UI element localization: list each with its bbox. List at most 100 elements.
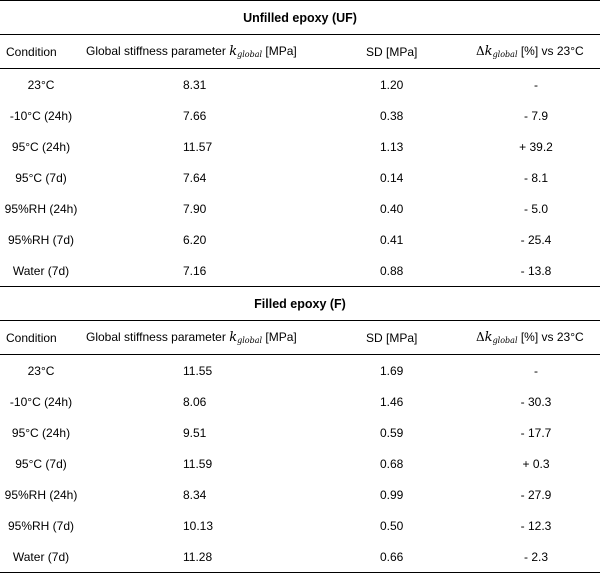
table-row: -10°C (24h) 7.66 0.38 - 7.9 [0, 100, 600, 131]
delta-cell: - 25.4 [520, 232, 552, 247]
f-header-delta-symbol: Δ [476, 330, 485, 344]
k-global-cell: 11.57 [183, 139, 213, 154]
f-header-stiffness: Global stiffness parameter kglobal [MPa] [82, 320, 362, 355]
uf-header-k-symbol: kglobal [229, 44, 263, 59]
f-header-stiffness-suffix: [MPa] [262, 330, 297, 344]
k-global-cell: 8.34 [183, 487, 207, 502]
k-global-cell: 10.13 [183, 518, 214, 533]
sd-cell: 1.46 [380, 394, 404, 409]
condition-cell: 95%RH (24h) [4, 487, 78, 502]
uf-header-delta-k: kglobal [484, 44, 518, 59]
f-header-row: Condition Global stiffness parameter kgl… [0, 320, 600, 355]
sd-cell: 1.20 [380, 77, 404, 92]
table-row: 95%RH (24h) 8.34 0.99 - 27.9 [0, 479, 600, 510]
k-global-cell: 7.90 [183, 201, 207, 216]
f-section: Filled epoxy (F) Condition Global stiffn… [0, 286, 600, 573]
k-global-cell: 6.20 [183, 232, 207, 247]
k-global-cell: 8.31 [183, 77, 207, 92]
table-row: 95%RH (24h) 7.90 0.40 - 5.0 [0, 193, 600, 224]
delta-cell: - 17.7 [520, 425, 552, 440]
condition-cell: -10°C (24h) [9, 108, 73, 123]
sd-cell: 0.38 [380, 108, 404, 123]
uf-header-delta-symbol: Δ [476, 44, 485, 58]
f-header-delta-k: kglobal [484, 330, 518, 345]
uf-section-title: Unfilled epoxy (UF) [0, 0, 600, 35]
k-global-cell: 8.06 [183, 394, 207, 409]
sd-cell: 0.59 [380, 425, 404, 440]
f-header-k-symbol: kglobal [229, 330, 263, 345]
uf-header-delta: Δkglobal [%] vs 23°C [472, 34, 600, 69]
f-section-title: Filled epoxy (F) [0, 286, 600, 321]
k-global-cell: 11.55 [183, 363, 213, 378]
k-global-cell: 7.64 [183, 170, 207, 185]
delta-cell: - 7.9 [524, 108, 549, 123]
table-row: Water (7d) 11.28 0.66 - 2.3 [0, 541, 600, 573]
uf-header-condition: Condition [0, 34, 82, 69]
delta-cell: - 12.3 [520, 518, 552, 533]
sd-cell: 1.69 [380, 363, 404, 378]
sd-cell: 0.41 [380, 232, 404, 247]
f-section-title-row: Filled epoxy (F) [0, 286, 600, 321]
delta-cell: - 27.9 [520, 487, 552, 502]
delta-cell: + 0.3 [522, 456, 550, 471]
sd-cell: 0.88 [380, 263, 404, 278]
table-row: -10°C (24h) 8.06 1.46 - 30.3 [0, 386, 600, 417]
condition-cell: 95%RH (7d) [7, 518, 75, 533]
condition-cell: 95°C (24h) [11, 139, 71, 154]
delta-cell: - [534, 363, 539, 378]
sd-cell: 0.99 [380, 487, 404, 502]
table-row: 95%RH (7d) 6.20 0.41 - 25.4 [0, 224, 600, 255]
condition-cell: 23°C [27, 363, 55, 378]
condition-cell: 95%RH (24h) [4, 201, 78, 216]
sd-cell: 1.13 [380, 139, 404, 154]
table-row: 95°C (24h) 11.57 1.13 + 39.2 [0, 131, 600, 162]
condition-cell: Water (7d) [0, 541, 82, 573]
f-header-delta-suffix: [%] vs 23°C [517, 330, 584, 344]
condition-cell: 95%RH (7d) [7, 232, 75, 247]
table-row: 95°C (7d) 7.64 0.14 - 8.1 [0, 162, 600, 193]
table-row: 95°C (7d) 11.59 0.68 + 0.3 [0, 448, 600, 479]
delta-cell: - 13.8 [520, 263, 552, 278]
sd-cell: 0.40 [380, 201, 404, 216]
k-global-cell: 7.16 [183, 263, 207, 278]
uf-header-row: Condition Global stiffness parameter kgl… [0, 34, 600, 69]
table-row: 95%RH (7d) 10.13 0.50 - 12.3 [0, 510, 600, 541]
f-header-condition: Condition [0, 320, 82, 355]
uf-header-delta-suffix: [%] vs 23°C [517, 44, 584, 58]
sd-cell: 0.68 [380, 456, 404, 471]
delta-cell: - 2.3 [472, 541, 600, 573]
uf-header-sd: SD [MPa] [362, 34, 472, 69]
delta-cell: - 5.0 [524, 201, 549, 216]
condition-cell: 95°C (24h) [11, 425, 71, 440]
uf-section: Unfilled epoxy (UF) Condition Global sti… [0, 0, 600, 287]
sd-cell: 0.66 [362, 541, 472, 573]
k-global-cell: 7.66 [183, 108, 207, 123]
k-global-cell: 9.51 [183, 425, 207, 440]
f-header-delta: Δkglobal [%] vs 23°C [472, 320, 600, 355]
condition-cell: -10°C (24h) [9, 394, 73, 409]
uf-header-stiffness: Global stiffness parameter kglobal [MPa] [82, 34, 362, 69]
condition-cell: Water (7d) [12, 263, 70, 278]
delta-cell: - 8.1 [524, 170, 549, 185]
table-row: Water (7d) 7.16 0.88 - 13.8 [0, 255, 600, 287]
condition-cell: 95°C (7d) [15, 170, 67, 185]
table-row: 23°C 11.55 1.69 - [0, 355, 600, 387]
delta-cell: - [534, 77, 539, 92]
delta-cell: + 39.2 [519, 139, 553, 154]
sd-cell: 0.50 [380, 518, 404, 533]
table-row: 95°C (24h) 9.51 0.59 - 17.7 [0, 417, 600, 448]
delta-cell: - 30.3 [520, 394, 552, 409]
sd-cell: 0.14 [380, 170, 404, 185]
f-header-stiffness-prefix: Global stiffness parameter [86, 330, 230, 344]
condition-cell: 95°C (7d) [15, 456, 67, 471]
condition-cell: 23°C [27, 77, 55, 92]
k-global-cell: 11.59 [183, 456, 213, 471]
k-global-cell: 11.28 [82, 541, 362, 573]
uf-header-stiffness-prefix: Global stiffness parameter [86, 44, 230, 58]
uf-header-stiffness-suffix: [MPa] [262, 44, 297, 58]
table-row: 23°C 8.31 1.20 - [0, 69, 600, 101]
f-header-sd: SD [MPa] [362, 320, 472, 355]
uf-section-title-row: Unfilled epoxy (UF) [0, 0, 600, 35]
